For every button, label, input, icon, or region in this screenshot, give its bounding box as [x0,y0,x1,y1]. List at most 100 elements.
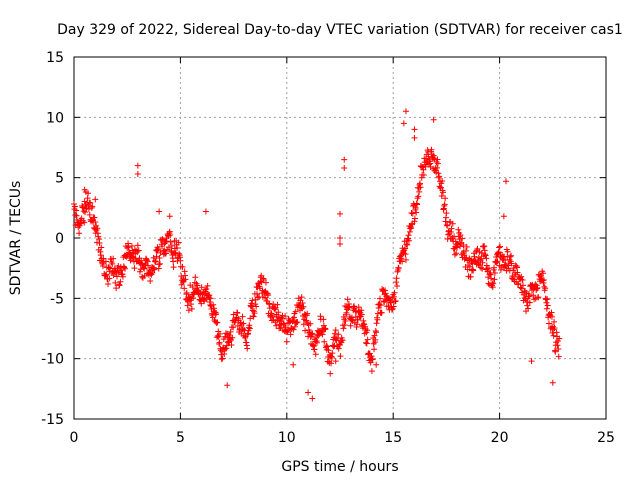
data-point [178,273,185,280]
data-point [409,210,416,217]
y-tick-label: 0 [55,231,64,247]
data-point [363,340,370,347]
data-point [434,160,441,167]
data-point [230,311,237,318]
data-point [482,252,489,259]
data-point [131,265,138,272]
data-point [82,209,89,216]
data-point [532,281,539,288]
data-point [400,120,407,127]
data-point [188,301,195,308]
data-point [122,265,129,272]
data-point [402,245,409,252]
data-point [219,355,226,362]
data-point [364,327,371,334]
data-point [89,203,96,210]
data-point [525,305,532,312]
data-point [411,126,418,133]
data-point [439,189,446,196]
data-point [265,292,272,299]
data-point [216,330,223,337]
data-point [404,241,411,248]
data-point [222,330,229,337]
data-point [463,243,470,250]
data-point [545,320,552,327]
data-point [329,350,336,357]
data-point [189,283,196,290]
data-point [391,289,398,296]
data-point [420,172,427,179]
data-point [394,283,401,290]
data-point [540,270,547,277]
data-point [181,285,188,292]
data-point [530,292,537,299]
data-point [269,312,276,319]
data-point [434,164,441,171]
data-point [204,282,211,289]
data-point [528,358,535,365]
data-point [253,303,260,310]
data-point [145,262,152,269]
data-point [309,395,316,402]
data-point [540,276,547,283]
data-point [548,313,555,320]
data-point [165,244,172,251]
data-point [493,259,500,266]
data-point [555,353,562,360]
data-point [113,285,120,292]
data-point [188,305,195,312]
data-point [341,165,348,172]
data-point [127,257,134,264]
data-point [279,312,286,319]
data-point [534,284,541,291]
data-point [490,280,497,287]
data-point [214,319,221,326]
data-point [102,258,109,265]
data-point [91,214,98,221]
data-series [71,108,563,402]
data-point [393,275,400,282]
data-point [103,271,110,278]
data-point [399,258,406,265]
data-point [341,322,348,328]
data-point [372,336,379,343]
data-point [117,278,124,285]
data-point [467,273,474,280]
data-point [444,222,451,229]
data-point [324,343,331,350]
data-point [485,265,492,272]
data-point [543,305,550,312]
data-point [486,271,493,278]
data-point [475,261,482,268]
data-point [134,162,141,169]
data-point [202,208,209,215]
data-point [382,290,389,297]
data-point [141,265,148,272]
data-point [332,327,339,334]
data-point [422,163,429,170]
data-point [167,232,174,239]
data-point [431,155,438,162]
data-point [254,290,261,297]
data-point [223,342,230,349]
data-point [262,279,269,286]
data-point [72,212,79,219]
data-point [73,207,80,214]
data-point [307,320,314,327]
data-point [494,258,501,265]
data-point [385,303,392,310]
data-point [109,260,116,267]
data-point [441,201,448,208]
data-point [544,302,551,309]
data-point [156,254,163,261]
data-point [402,256,409,263]
data-point [539,277,546,284]
data-point [438,193,445,200]
data-point [216,339,223,346]
y-tick-label: 10 [46,110,64,126]
data-point [166,213,173,220]
data-point [71,203,78,210]
data-point [405,232,412,239]
data-point [112,268,119,275]
data-point [341,156,348,163]
